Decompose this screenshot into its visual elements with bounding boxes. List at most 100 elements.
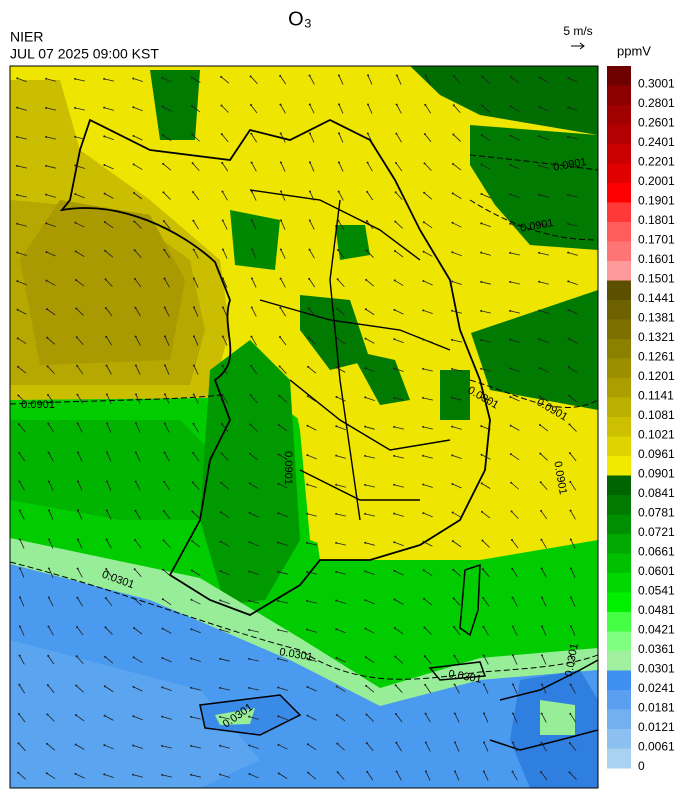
- wind-arrow-head: [220, 423, 223, 426]
- wind-arrow-head: [18, 509, 21, 512]
- wind-arrow-head: [19, 567, 22, 570]
- wind-arrow-head: [509, 395, 512, 398]
- wind-arrow-head: [105, 335, 108, 338]
- wind-arrow: [511, 741, 518, 752]
- wind-arrow-shaft: [18, 684, 26, 694]
- wind-arrow-shaft: [309, 249, 315, 259]
- wind-arrow-head: [105, 393, 108, 396]
- wind-arrow: [569, 654, 576, 665]
- wind-arrow: [306, 714, 317, 721]
- wind-arrow-shaft: [279, 366, 287, 374]
- wind-arrow-head: [364, 599, 367, 602]
- wind-arrow-shaft: [570, 626, 576, 636]
- wind-arrow-shaft: [540, 510, 548, 520]
- wind-arrow-head: [393, 367, 396, 370]
- wind-arrow: [511, 596, 518, 607]
- wind-arrow-shaft: [249, 744, 259, 750]
- wind-arrow-shaft: [220, 482, 230, 490]
- wind-arrow-shaft: [395, 221, 403, 229]
- wind-arrow: [511, 654, 518, 665]
- wind-arrow: [163, 393, 170, 404]
- wind-arrow: [219, 715, 230, 720]
- contour-label: 0.0301: [563, 642, 581, 677]
- wind-arrow: [366, 161, 373, 172]
- wind-arrow-head: [393, 627, 396, 630]
- wind-arrow-head: [509, 424, 512, 427]
- wind-arrow-head: [424, 741, 427, 744]
- wind-arrow: [451, 454, 462, 460]
- wind-arrow-shaft: [540, 481, 548, 491]
- wind-arrow-shaft: [510, 396, 520, 402]
- wind-arrow-head: [511, 596, 514, 599]
- wind-arrow-shaft: [510, 164, 520, 170]
- wind-arrow-shaft: [163, 192, 171, 200]
- wind-arrow: [451, 309, 462, 314]
- wind-arrow: [249, 452, 259, 461]
- wind-arrow-head: [394, 220, 397, 223]
- wind-arrow-shaft: [134, 221, 142, 229]
- wind-arrow-head: [132, 627, 135, 630]
- wind-arrow-shaft: [423, 339, 433, 343]
- wind-arrow-head: [567, 309, 570, 312]
- wind-arrow-shaft: [104, 715, 114, 721]
- wind-arrow-shaft: [222, 307, 228, 317]
- wind-arrow: [306, 570, 317, 575]
- wind-arrow-head: [538, 338, 541, 341]
- wind-arrow-head: [335, 512, 338, 515]
- wind-arrow-shaft: [512, 684, 518, 694]
- wind-arrow-shaft: [163, 510, 171, 520]
- wind-arrow-head: [509, 105, 512, 108]
- wind-arrow: [74, 221, 85, 228]
- wind-arrow-shaft: [365, 279, 375, 287]
- wind-arrow-shaft: [395, 191, 403, 201]
- wind-arrow-head: [163, 248, 166, 251]
- wind-arrow-head: [480, 163, 483, 166]
- wind-arrow-shaft: [483, 771, 489, 781]
- wind-arrow-head: [509, 251, 512, 254]
- wind-arrow: [335, 425, 346, 431]
- wind-arrow-shaft: [541, 568, 547, 578]
- wind-arrow-head: [308, 248, 311, 251]
- wind-arrow-head: [132, 134, 135, 137]
- wind-arrow: [134, 364, 141, 375]
- wind-arrow-head: [219, 511, 222, 514]
- wind-arrow: [306, 599, 317, 604]
- wind-arrow-shaft: [250, 76, 258, 84]
- wind-arrow-shaft: [452, 368, 462, 372]
- wind-arrow-shaft: [193, 278, 199, 288]
- wind-arrow-shaft: [511, 568, 519, 578]
- wind-arrow-shaft: [510, 223, 520, 227]
- wind-arrow-shaft: [539, 396, 549, 402]
- wind-arrow-shaft: [249, 541, 259, 547]
- wind-arrow-shaft: [133, 78, 143, 82]
- wind-arrow-head: [366, 770, 369, 773]
- wind-arrow: [481, 75, 490, 84]
- wind-arrow-head: [162, 162, 165, 165]
- wind-arrow-shaft: [568, 338, 578, 344]
- wind-arrow: [422, 512, 433, 518]
- wind-arrow-shaft: [222, 191, 228, 201]
- wind-arrow: [103, 714, 114, 721]
- wind-arrow-head: [423, 191, 426, 194]
- wind-arrow: [279, 74, 287, 85]
- wind-arrow-shaft: [424, 684, 432, 694]
- wind-arrow-head: [335, 541, 338, 544]
- wind-arrow: [451, 338, 462, 343]
- wind-arrow-head: [219, 773, 222, 776]
- wind-arrow-shaft: [452, 483, 462, 489]
- wind-arrow-head: [567, 337, 570, 340]
- wind-arrow-shaft: [338, 133, 344, 143]
- wind-arrow-shaft: [278, 542, 288, 546]
- wind-arrow: [569, 683, 576, 694]
- wind-arrow: [510, 539, 519, 549]
- wind-arrow-head: [133, 597, 136, 600]
- wind-arrow-head: [395, 103, 398, 106]
- wind-arrow: [451, 482, 462, 489]
- wind-arrow-shaft: [19, 626, 25, 636]
- wind-arrow: [338, 103, 344, 114]
- wind-arrow-shaft: [366, 771, 374, 781]
- wind-arrow-shaft: [396, 104, 402, 114]
- wind-arrow: [17, 713, 26, 723]
- wind-arrow-shaft: [192, 511, 200, 519]
- wind-arrow-head: [365, 713, 368, 716]
